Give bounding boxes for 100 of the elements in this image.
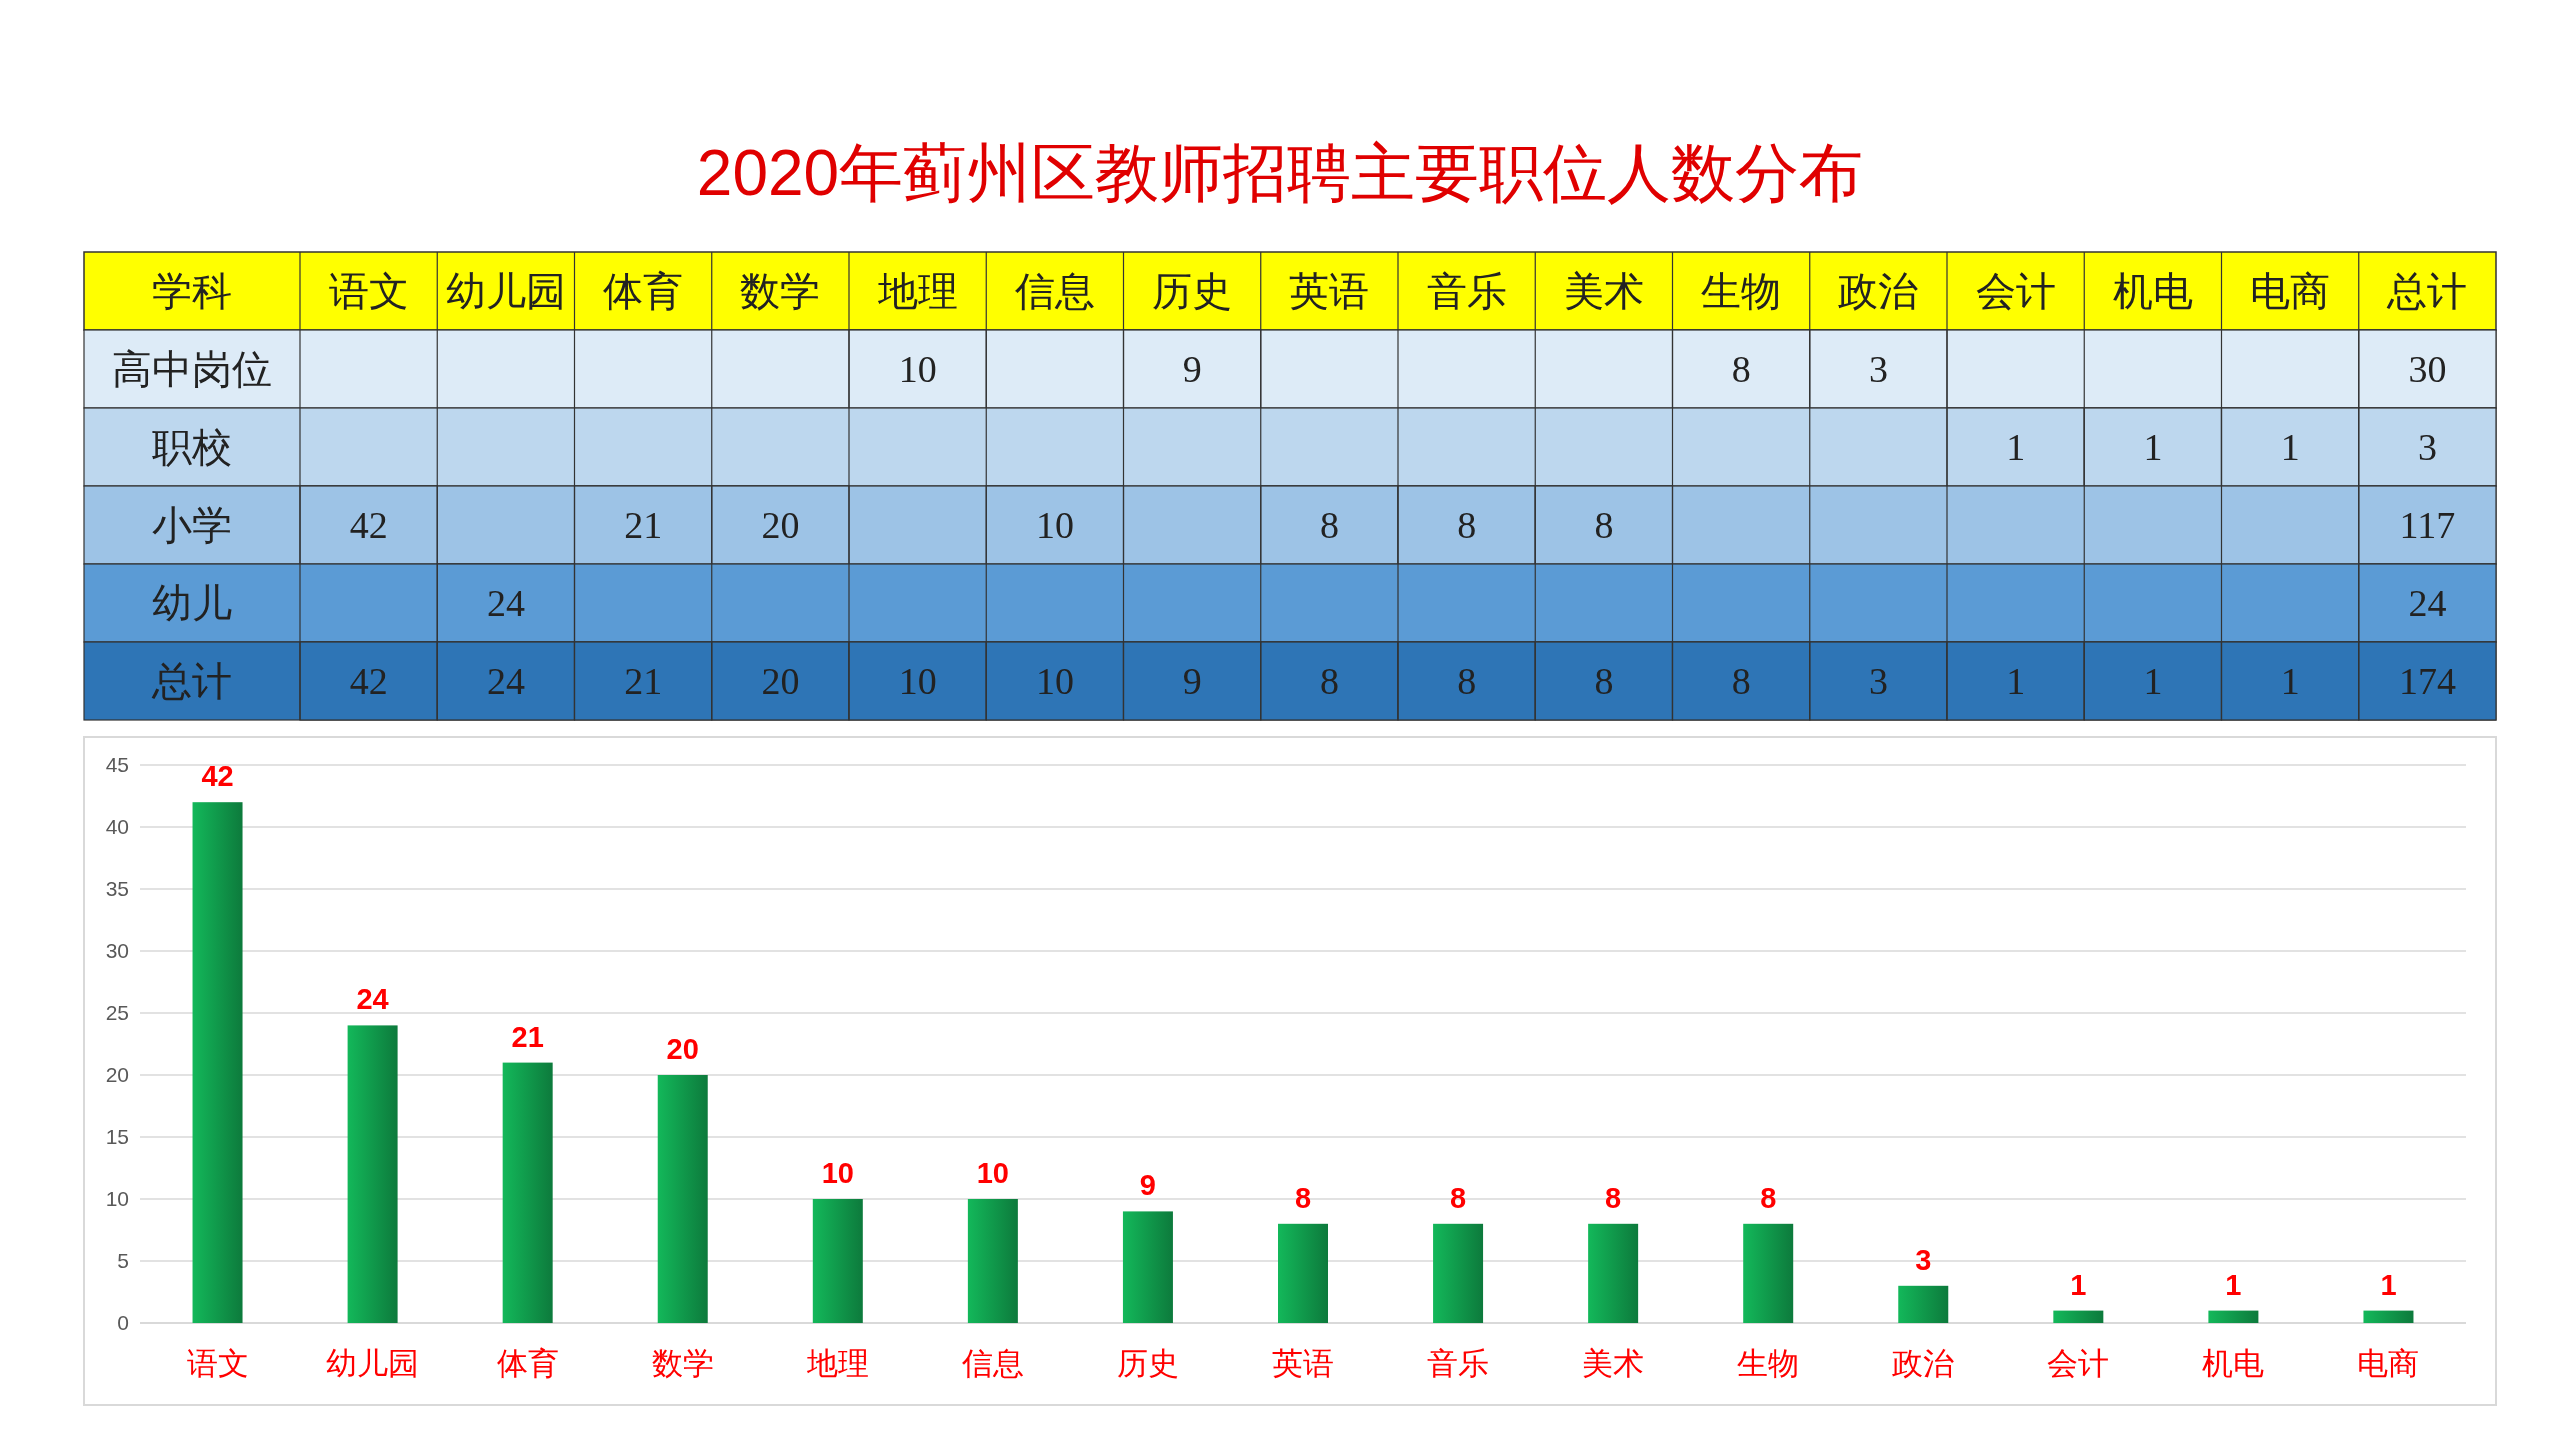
x-tick-label: 体育 — [603, 269, 684, 314]
data-label: 21 — [624, 660, 663, 702]
y-tick-label: 40 — [105, 815, 129, 838]
data-label: 10 — [976, 1157, 1009, 1189]
data-label: 30 — [2408, 348, 2447, 390]
bar — [2053, 1310, 2104, 1323]
data-label: 42 — [201, 760, 234, 793]
y-tick-label: 10 — [105, 1187, 129, 1210]
data-label: 9 — [1182, 660, 1202, 702]
data-label: 8 — [1457, 504, 1477, 546]
data-label: 8 — [1294, 1181, 1312, 1214]
data-label: 3 — [2417, 426, 2437, 468]
data-label: 1 — [2280, 660, 2300, 702]
data-label: 20 — [761, 504, 800, 546]
bar — [967, 1199, 1018, 1323]
bar — [192, 802, 243, 1323]
y-tick-label: 5 — [117, 1249, 129, 1272]
data-label: 10 — [821, 1157, 854, 1189]
x-tick-label: 生物 — [1737, 1346, 1800, 1381]
data-label: 42 — [349, 504, 388, 546]
bar — [1743, 1223, 1794, 1323]
data-label: 8 — [1457, 660, 1477, 702]
data-label: 1 — [2280, 426, 2300, 468]
x-tick-label: 电商 — [2357, 1346, 2420, 1381]
x-tick-label: 历史 — [1116, 1346, 1179, 1381]
y-tick-label: 45 — [105, 753, 129, 776]
x-tick-label: 语文 — [186, 1346, 249, 1381]
data-label: 8 — [1319, 504, 1339, 546]
data-label: 8 — [1319, 660, 1339, 702]
x-tick-label: 英语 — [1272, 1346, 1334, 1381]
bar — [1122, 1211, 1173, 1323]
bar — [812, 1199, 863, 1323]
bar — [1898, 1285, 1949, 1323]
x-tick-label: 政治 — [1838, 269, 1919, 314]
data-label: 8 — [1731, 348, 1751, 390]
data-label: 20 — [761, 660, 800, 702]
x-tick-label: 美术 — [1582, 1346, 1645, 1381]
x-tick-label: 地理 — [805, 1346, 869, 1381]
data-label: 24 — [486, 582, 525, 624]
data-label: 21 — [511, 1020, 544, 1053]
y-tick-label: 35 — [105, 877, 129, 900]
x-tick-label: 体育 — [496, 1346, 559, 1381]
bar — [657, 1075, 708, 1323]
data-label: 24 — [486, 660, 525, 702]
data-label: 8 — [1450, 1181, 1467, 1214]
x-tick-label: 美术 — [1563, 269, 1644, 314]
bar — [502, 1062, 553, 1323]
x-tick-label: 幼儿园 — [445, 269, 566, 314]
x-tick-label: 生物 — [1701, 269, 1782, 314]
data-label: 10 — [1035, 504, 1074, 546]
data-label: 3 — [1868, 348, 1888, 390]
bar — [1278, 1223, 1328, 1323]
data-label: 21 — [624, 504, 663, 546]
x-tick-label: 会计 — [2047, 1346, 2110, 1381]
y-tick-label: 高中岗位 — [112, 347, 272, 392]
data-label: 42 — [349, 660, 388, 702]
data-label: 3 — [1868, 660, 1888, 702]
y-tick-label: 幼儿 — [152, 581, 232, 626]
x-tick-label: 英语 — [1289, 269, 1370, 314]
y-tick-label: 总计 — [151, 659, 232, 704]
y-tick-label: 20 — [105, 1063, 129, 1086]
x-tick-label: 数学 — [740, 269, 821, 314]
data-label: 1 — [2070, 1268, 2087, 1301]
x-tick-label: 会计 — [1975, 269, 2056, 314]
y-tick-label: 职校 — [152, 425, 232, 470]
x-tick-label: 机电 — [2112, 269, 2193, 314]
data-label: 10 — [898, 348, 937, 390]
y-axis-title: 学科 — [152, 269, 232, 314]
data-label: 20 — [666, 1033, 699, 1065]
x-tick-label: 电商 — [2250, 269, 2331, 314]
bar — [347, 1025, 398, 1323]
data-label: 8 — [1594, 660, 1614, 702]
y-tick-label: 0 — [117, 1311, 129, 1334]
data-label: 8 — [1731, 660, 1751, 702]
bar — [2363, 1310, 2414, 1323]
x-tick-label: 音乐 — [1427, 1346, 1490, 1381]
data-label: 1 — [2006, 660, 2026, 702]
x-tick-label: 政治 — [1892, 1346, 1955, 1381]
data-label: 1 — [2380, 1268, 2397, 1301]
y-tick-label: 25 — [105, 1001, 129, 1024]
x-tick-label: 总计 — [2386, 269, 2468, 314]
x-tick-label: 历史 — [1152, 269, 1233, 314]
data-label: 8 — [1594, 504, 1614, 546]
data-label: 24 — [356, 983, 389, 1016]
x-tick-label: 信息 — [961, 1346, 1024, 1381]
x-tick-label: 语文 — [328, 269, 409, 314]
x-tick-label: 数学 — [651, 1346, 714, 1381]
bar — [1433, 1223, 1484, 1323]
data-label: 1 — [2006, 426, 2026, 468]
x-tick-label: 地理 — [876, 269, 958, 314]
data-label: 10 — [898, 660, 937, 702]
data-label: 174 — [2398, 660, 2456, 702]
data-label: 24 — [2408, 582, 2447, 624]
chart-title: 2020年蓟州区教师招聘主要职位人数分布 — [696, 137, 1864, 209]
data-label: 9 — [1182, 348, 1202, 390]
data-label: 10 — [1035, 660, 1074, 702]
data-label: 8 — [1760, 1181, 1777, 1214]
bar — [1588, 1223, 1639, 1323]
data-label: 8 — [1605, 1181, 1622, 1214]
data-label: 117 — [2399, 504, 2456, 546]
